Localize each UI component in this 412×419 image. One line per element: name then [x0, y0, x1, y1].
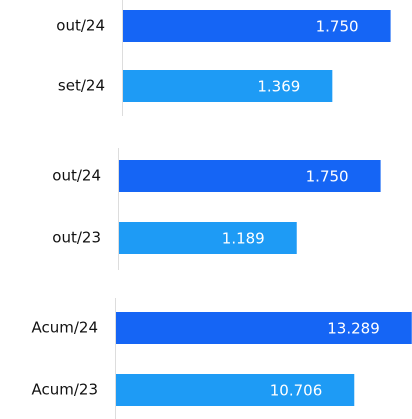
category-label: Acum/24 — [31, 319, 98, 337]
bar — [123, 10, 391, 42]
bar — [116, 374, 355, 406]
category-label: out/24 — [52, 167, 101, 185]
value-label: 1.189 — [222, 230, 265, 248]
bar — [123, 70, 333, 102]
value-label: 1.369 — [257, 78, 300, 96]
value-label: 13.289 — [327, 320, 380, 338]
value-label: 10.706 — [270, 382, 323, 400]
bar — [116, 312, 412, 344]
category-label: set/24 — [58, 77, 105, 95]
category-label: Acum/23 — [31, 381, 98, 399]
bar — [119, 222, 297, 254]
value-label: 1.750 — [306, 168, 349, 186]
value-label: 1.750 — [316, 18, 359, 36]
category-label: out/23 — [52, 229, 101, 247]
category-label: out/24 — [56, 17, 105, 35]
bar — [119, 160, 381, 192]
